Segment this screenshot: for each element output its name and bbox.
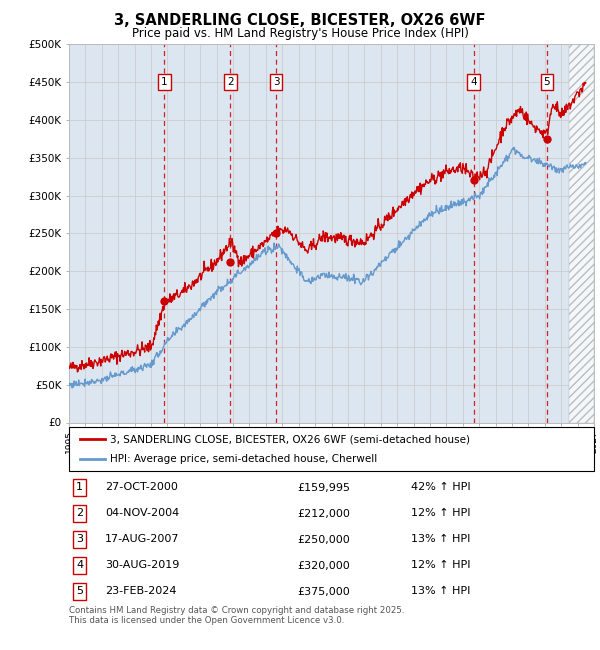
Text: 12% ↑ HPI: 12% ↑ HPI	[411, 560, 470, 571]
Text: 3: 3	[273, 77, 280, 87]
Text: 4: 4	[470, 77, 477, 87]
Text: 1: 1	[76, 482, 83, 493]
Text: 04-NOV-2004: 04-NOV-2004	[105, 508, 179, 519]
Text: £250,000: £250,000	[297, 534, 350, 545]
Text: 27-OCT-2000: 27-OCT-2000	[105, 482, 178, 493]
Text: 30-AUG-2019: 30-AUG-2019	[105, 560, 179, 571]
Text: 2: 2	[76, 508, 83, 519]
Bar	[569, 44, 594, 423]
Text: 12% ↑ HPI: 12% ↑ HPI	[411, 508, 470, 519]
Text: Contains HM Land Registry data © Crown copyright and database right 2025.
This d: Contains HM Land Registry data © Crown c…	[69, 606, 404, 625]
Text: 3: 3	[76, 534, 83, 545]
Text: 5: 5	[544, 77, 550, 87]
Text: 23-FEB-2024: 23-FEB-2024	[105, 586, 176, 597]
Text: £159,995: £159,995	[297, 482, 350, 493]
Text: 13% ↑ HPI: 13% ↑ HPI	[411, 586, 470, 597]
Text: 3, SANDERLING CLOSE, BICESTER, OX26 6WF: 3, SANDERLING CLOSE, BICESTER, OX26 6WF	[114, 13, 486, 28]
Text: £375,000: £375,000	[297, 586, 350, 597]
Text: Price paid vs. HM Land Registry's House Price Index (HPI): Price paid vs. HM Land Registry's House …	[131, 27, 469, 40]
Text: 13% ↑ HPI: 13% ↑ HPI	[411, 534, 470, 545]
Text: 3, SANDERLING CLOSE, BICESTER, OX26 6WF (semi-detached house): 3, SANDERLING CLOSE, BICESTER, OX26 6WF …	[110, 434, 470, 445]
Text: 5: 5	[76, 586, 83, 597]
Text: 2: 2	[227, 77, 234, 87]
Text: £320,000: £320,000	[297, 560, 350, 571]
Text: £212,000: £212,000	[297, 508, 350, 519]
Text: 42% ↑ HPI: 42% ↑ HPI	[411, 482, 470, 493]
Text: HPI: Average price, semi-detached house, Cherwell: HPI: Average price, semi-detached house,…	[110, 454, 377, 464]
Text: 4: 4	[76, 560, 83, 571]
Text: 17-AUG-2007: 17-AUG-2007	[105, 534, 179, 545]
Text: 1: 1	[161, 77, 168, 87]
Bar	[569, 44, 594, 423]
